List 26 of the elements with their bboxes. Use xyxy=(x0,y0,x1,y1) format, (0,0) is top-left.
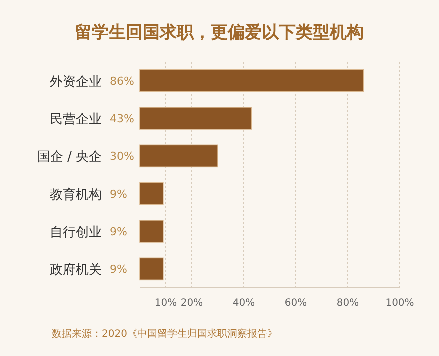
y-tick-label: 民营企业 xyxy=(50,112,102,128)
x-tick-label: 20% xyxy=(180,298,204,309)
bar xyxy=(140,220,164,243)
data-label: 86% xyxy=(110,74,134,88)
bar xyxy=(140,69,364,92)
y-tick-label: 自行创业 xyxy=(50,226,102,240)
x-tick-label: 100% xyxy=(386,298,414,309)
bar xyxy=(140,182,164,206)
x-tick-label: 40% xyxy=(232,298,256,309)
data-label: 43% xyxy=(110,112,134,126)
source-note: 数据来源：2020《中国留学生归国求职洞察报告》 xyxy=(52,328,278,340)
x-tick-label: 80% xyxy=(336,298,360,309)
x-tick-label: 60% xyxy=(284,298,308,309)
data-label: 9% xyxy=(110,263,128,276)
x-tick-label: 10% xyxy=(154,298,178,309)
y-tick-label: 国企 / 央企 xyxy=(37,150,102,166)
y-tick-label: 政府机关 xyxy=(50,262,102,278)
bar xyxy=(140,107,252,130)
y-tick-label: 外资企业 xyxy=(50,74,102,90)
data-label: 30% xyxy=(110,150,134,164)
y-tick-label: 教育机构 xyxy=(50,186,102,203)
data-label: 9% xyxy=(110,226,128,238)
data-label: 9% xyxy=(110,188,128,201)
bar xyxy=(140,258,164,281)
chart-title: 留学生回国求职，更偏爱以下类型机构 xyxy=(75,23,364,43)
bar xyxy=(140,144,218,168)
